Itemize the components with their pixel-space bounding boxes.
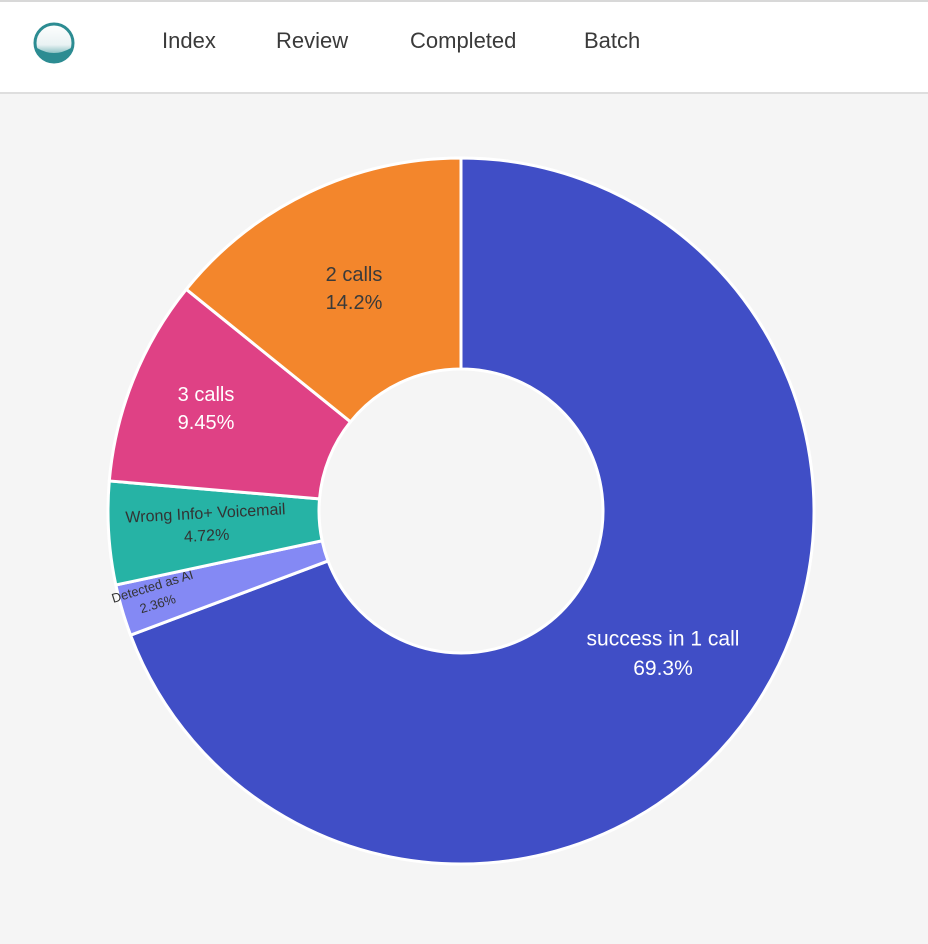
slice-label: success in 1 call bbox=[587, 628, 740, 651]
pie-slice[interactable] bbox=[184, 156, 463, 424]
chart-area: success in 1 call 69.3% Detected as AI 2.36… bbox=[0, 94, 928, 944]
nav-batch-link[interactable]: Batch bbox=[584, 28, 641, 53]
slice-label-group: 3 calls 9.45% bbox=[178, 384, 235, 434]
app-logo-icon[interactable] bbox=[30, 22, 78, 66]
slice-percent-label: 14.2% bbox=[326, 292, 383, 314]
slice-percent-label: 4.72% bbox=[184, 527, 230, 546]
slice-label-group: success in 1 call 69.3% bbox=[587, 628, 740, 680]
slice-label-group: 2 calls 14.2% bbox=[326, 264, 383, 314]
slice-percent-label: 9.45% bbox=[178, 412, 235, 434]
nav-index-link[interactable]: Index bbox=[162, 28, 216, 53]
slice-percent-label: 69.3% bbox=[633, 657, 693, 680]
slice-label: 2 calls bbox=[326, 264, 383, 286]
nav-completed-link[interactable]: Completed bbox=[410, 28, 517, 53]
pie-slice[interactable] bbox=[107, 287, 352, 501]
nav-review-link[interactable]: Review bbox=[276, 28, 349, 53]
slice-label: 3 calls bbox=[178, 384, 235, 406]
top-navbar: Index Review Completed Batch bbox=[0, 0, 928, 94]
pie-slice[interactable] bbox=[129, 156, 816, 866]
